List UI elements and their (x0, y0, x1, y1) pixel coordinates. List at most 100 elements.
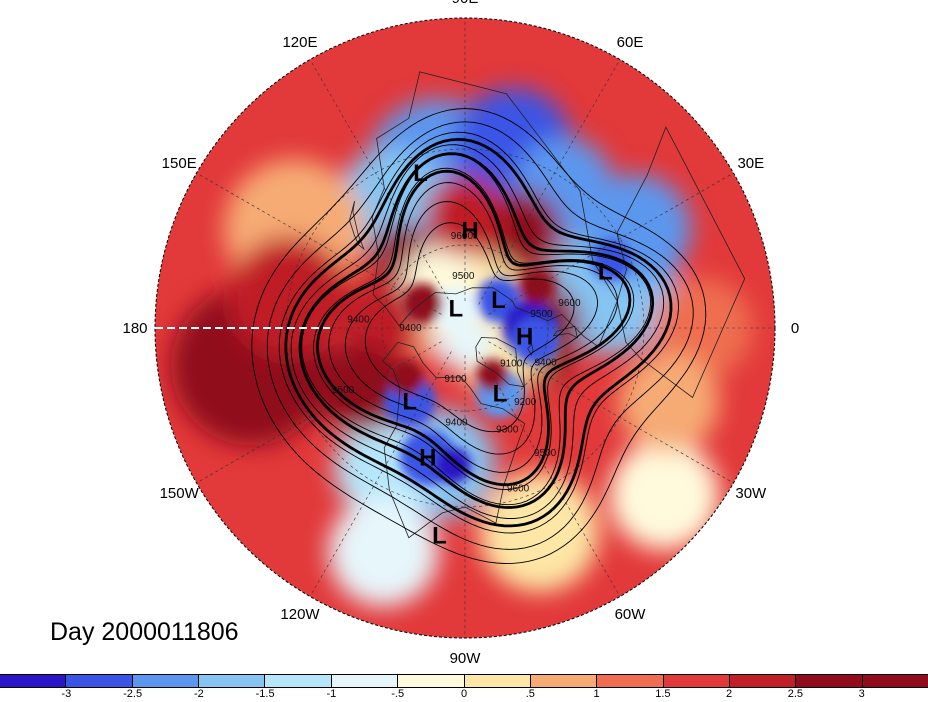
field-blob (328, 496, 439, 607)
coastline (527, 343, 534, 356)
longitude-label: 60W (615, 606, 647, 623)
height-contour (313, 167, 635, 491)
field-detail (402, 283, 443, 324)
colorbar-tick-label: -1 (326, 688, 337, 700)
height-contour (266, 121, 694, 550)
contour-label: 9500 (534, 448, 557, 459)
colorbar-tick-label: 1 (593, 688, 600, 700)
contour-label: 9600 (507, 483, 530, 494)
coastline (552, 325, 578, 339)
contour-label: 9600 (558, 298, 581, 309)
coastline (475, 337, 525, 388)
low-pressure-marker: L (402, 388, 417, 415)
colorbar-tick-label: 3 (858, 688, 865, 700)
coastline (616, 126, 746, 399)
coastline (382, 341, 526, 539)
field-detail (476, 359, 509, 392)
contour-label: 9400 (347, 314, 370, 325)
longitude-label: 150W (160, 485, 200, 502)
contour-label: 9400 (399, 323, 422, 334)
meridian (488, 341, 734, 484)
colorbar-swatch (663, 675, 730, 687)
coastlines (349, 71, 746, 539)
longitude-label: 90E (452, 0, 479, 7)
longitude-label: 150E (162, 155, 197, 172)
colorbar-swatch (66, 675, 133, 687)
coastline (371, 71, 618, 348)
low-pressure-marker: L (413, 160, 428, 187)
low-pressure-marker: L (448, 295, 463, 322)
colorbar-swatch (729, 675, 797, 687)
colorbar-swatch (597, 675, 664, 687)
height-contour (278, 131, 679, 534)
height-contour (301, 153, 652, 506)
contour-label: 9500 (332, 385, 355, 396)
longitude-labels: 90E 60E 30E 0 30W 60W 90W 120W 150W 180 150E 120E (122, 0, 799, 667)
colorbar-swatch (530, 675, 598, 687)
height-contour (284, 137, 673, 528)
contour-labels: 9600 9500 9400 9400 9600 9500 9500 9100 9100 9400… (332, 231, 581, 494)
colorbar-swatch (464, 675, 531, 687)
high-pressure-marker: H (516, 323, 533, 350)
meridian (309, 351, 452, 597)
meridian (478, 59, 621, 305)
day-label: Day 2000011806 (50, 618, 239, 646)
colorbar-tick-label: -2.5 (123, 688, 143, 700)
contour-label: 9100 (500, 359, 523, 370)
colorbar-tick-label: -.5 (391, 688, 405, 700)
longitude-label: 30E (737, 155, 764, 172)
meridian (196, 172, 442, 315)
colorbar-tick-label: 2.5 (787, 688, 804, 700)
colorbar-tick-label: -3 (61, 688, 72, 700)
height-contour (344, 201, 598, 455)
field-blob (479, 472, 600, 592)
colorbar-swatch (398, 675, 465, 687)
colorbar-tick-label: -2 (194, 688, 204, 700)
colorbar-swatch (132, 675, 200, 687)
meridian (478, 351, 621, 597)
field-detail (511, 316, 560, 365)
colorbar-swatch (0, 675, 67, 687)
contour-label: 9400 (445, 417, 468, 428)
low-pressure-marker: L (598, 258, 613, 285)
contour-label: 9600 (451, 231, 474, 242)
field-detail (433, 286, 478, 331)
height-contour (290, 144, 665, 519)
longitude-label: 90W (450, 650, 482, 667)
height-contour (328, 182, 618, 473)
longitude-label: 30W (735, 485, 767, 502)
field-blob (609, 440, 720, 551)
low-pressure-marker: L (432, 523, 447, 550)
field-detail (387, 359, 424, 396)
map-border (154, 17, 776, 639)
contour-label: 9500 (530, 309, 553, 320)
meridian (196, 341, 442, 484)
colorbar-swatch (199, 675, 266, 687)
contour-label: 9200 (514, 397, 537, 408)
contour-label: 9100 (444, 374, 467, 385)
colorbar-swatch (331, 675, 399, 687)
meridian (309, 59, 452, 305)
height-contours (251, 108, 707, 564)
longitude-label: 180 (122, 320, 147, 337)
longitude-label: 60E (617, 34, 644, 51)
colorbar-swatch (265, 675, 332, 687)
height-contour (251, 108, 707, 564)
longitude-label: 120W (280, 606, 320, 623)
colorbar-swatch (796, 675, 863, 687)
colorbar-swatch (862, 675, 928, 687)
contour-label: 9400 (534, 358, 557, 369)
colorbar-tick-label: 0 (460, 688, 468, 700)
colorbar-tick-labels: -3 -2.5 -2 -1.5 -1 -.5 0 .5 1 1.5 2 2.5 3 (0, 688, 928, 702)
height-contour (316, 169, 632, 487)
contour-label: 9500 (452, 271, 475, 282)
colorbar-tick-label: 1.5 (655, 688, 671, 700)
height-contour (364, 222, 575, 433)
anomaly-field: 9600 9500 9400 9400 9600 9500 9500 9100 9100 9400… (155, 18, 775, 638)
field-blob (228, 236, 349, 357)
meridian (488, 172, 734, 315)
high-pressure-marker: H (419, 445, 436, 472)
field-blob (619, 352, 719, 453)
polar-map: 9600 9500 9400 9400 9600 9500 9500 9100 9100 9400… (122, 0, 799, 667)
